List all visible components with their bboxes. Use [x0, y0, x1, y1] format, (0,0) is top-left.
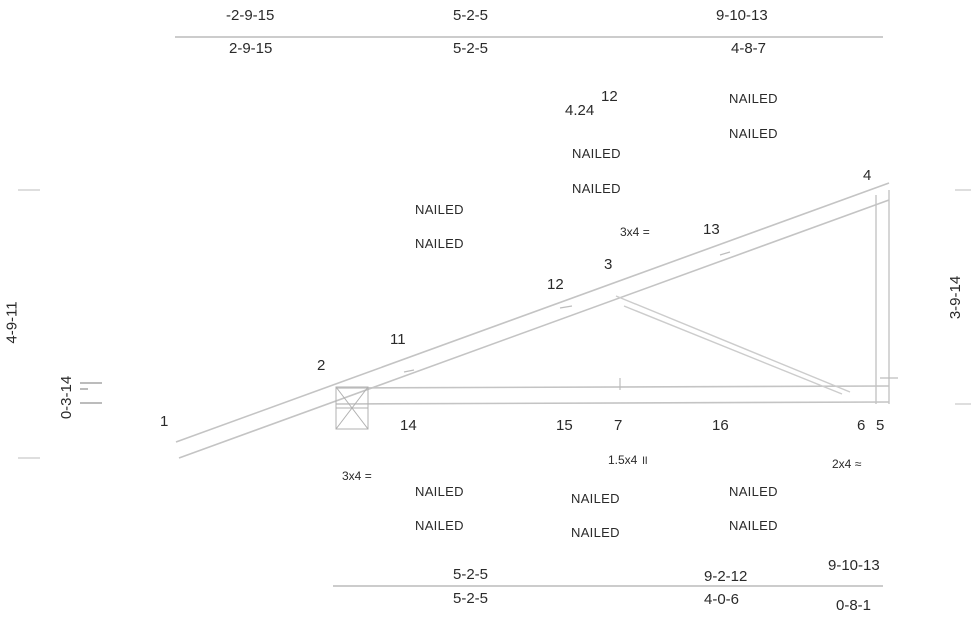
nailed-label: NAILED: [729, 485, 778, 498]
joint-6: 6: [857, 418, 865, 433]
pitch-run: 12: [601, 89, 618, 104]
nailed-label: NAILED: [572, 147, 621, 160]
nailed-label: NAILED: [415, 237, 464, 250]
left-heel-dim: 0-3-14: [59, 376, 74, 419]
nailed-label: NAILED: [415, 519, 464, 532]
top-dim-lower-2: 5-2-5: [453, 41, 488, 56]
joint-16: 16: [712, 418, 729, 433]
nailed-label: NAILED: [571, 492, 620, 505]
joint-13: 13: [703, 222, 720, 237]
nailed-label: NAILED: [415, 203, 464, 216]
nailed-label: NAILED: [729, 519, 778, 532]
bearing-block: [336, 387, 368, 429]
joint-7: 7: [614, 418, 622, 433]
bottom-dim-upper-1: 5-2-5: [453, 567, 488, 582]
plate-joint7: 1.5x4 ॥: [608, 454, 648, 466]
top-dim-upper-1: -2-9-15: [226, 8, 274, 23]
top-dim-lower-1: 2-9-15: [229, 41, 272, 56]
nailed-label: NAILED: [729, 92, 778, 105]
bottom-dim-upper-2: 9-2-12: [704, 569, 747, 584]
web-member: [616, 296, 850, 394]
plate-joint3: 3x4 =: [620, 226, 650, 238]
joint-5: 5: [876, 418, 884, 433]
joint-15: 15: [556, 418, 573, 433]
nailed-label: NAILED: [572, 182, 621, 195]
nailed-label: NAILED: [571, 526, 620, 539]
joint-12: 12: [547, 277, 564, 292]
plate-joint2: 3x4 =: [342, 470, 372, 482]
bottom-chord: [336, 386, 889, 404]
joint-2: 2: [317, 358, 325, 373]
joint-marks: [404, 252, 898, 390]
top-dim-upper-2: 5-2-5: [453, 8, 488, 23]
joint-1: 1: [160, 414, 168, 429]
right-height-dim: 3-9-14: [948, 276, 963, 319]
joint-4: 4: [863, 168, 871, 183]
pitch-rise: 4.24: [565, 103, 594, 118]
plate-joint6: 2x4 ≈: [832, 458, 861, 470]
top-dim-upper-3: 9-10-13: [716, 8, 768, 23]
joint-3: 3: [604, 257, 612, 272]
top-dim-lower-3: 4-8-7: [731, 41, 766, 56]
joint-11: 11: [390, 332, 406, 347]
bottom-dim-upper-3: 9-10-13: [828, 558, 880, 573]
joint-14: 14: [400, 418, 417, 433]
end-vertical: [876, 190, 889, 404]
top-chord: [176, 183, 889, 458]
nailed-label: NAILED: [415, 485, 464, 498]
nailed-label: NAILED: [729, 127, 778, 140]
left-height-dim: 4-9-11: [5, 301, 20, 343]
bottom-dim-lower-3: 0-8-1: [836, 598, 871, 613]
bottom-dim-lower-1: 5-2-5: [453, 591, 488, 606]
bottom-dim-lower-2: 4-0-6: [704, 592, 739, 607]
